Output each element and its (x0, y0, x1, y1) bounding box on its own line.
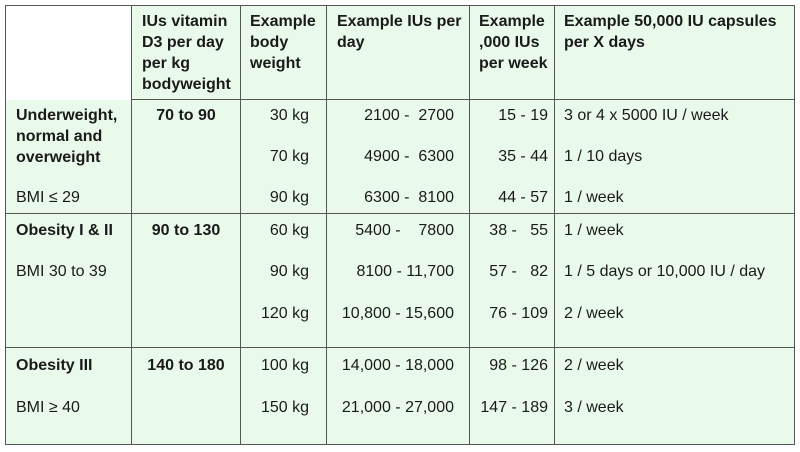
row-weight: 150 kg (260, 399, 309, 416)
table-header-row: IUs vitamin D3 per day per kg bodyweight Ex… (6, 5, 794, 100)
row-weight: 70 kg (269, 148, 309, 165)
row-per-week: 147 - 189 (480, 399, 548, 416)
header-ius-per-day: Example IUs per day (337, 13, 462, 51)
column-divider (326, 5, 327, 444)
row-weight: 30 kg (269, 107, 309, 124)
row-ius-per-day: 4900 - 6300 (364, 148, 454, 165)
column-divider (131, 5, 132, 444)
row-capsules: 2 / week (564, 357, 624, 374)
row-per-week: 98 - 126 (489, 357, 548, 374)
row-capsules: 1 / week (564, 189, 624, 206)
group-label-obesity-3: Obesity III (16, 357, 93, 374)
row-capsules: 1 / 5 days or 10,000 IU / day (564, 263, 766, 280)
header-empty-cell (6, 6, 131, 100)
row-ius-per-day: 21,000 - 27,000 (341, 399, 454, 416)
row-ius-per-day: 5400 - 7800 (355, 222, 454, 239)
row-per-week: 38 - 55 (489, 222, 548, 239)
row-capsules: 3 / week (564, 399, 624, 416)
header-body-weight: Example body weight (250, 13, 316, 72)
group-bmi: BMI ≥ 40 (16, 399, 80, 416)
group-divider (6, 213, 794, 214)
header-thousand-ius-per-week: Example ,000 IUs per week (479, 13, 548, 72)
row-capsules: 2 / week (564, 305, 624, 322)
row-per-week: 44 - 57 (498, 189, 548, 206)
group-bmi: BMI ≤ 29 (16, 189, 80, 206)
row-ius-per-day: 14,000 - 18,000 (341, 357, 454, 374)
group-ius-per-kg: 70 to 90 (156, 107, 216, 124)
row-weight: 60 kg (269, 222, 309, 239)
row-weight: 100 kg (260, 357, 309, 374)
row-per-week: 76 - 109 (489, 305, 548, 322)
row-weight: 120 kg (260, 305, 309, 322)
group-divider (6, 347, 794, 348)
header-capsules: Example 50,000 IU capsules per X days (564, 13, 777, 51)
vitamin-d-dosage-table: IUs vitamin D3 per day per kg bodyweight Ex… (5, 5, 795, 445)
column-divider (554, 5, 555, 444)
group-label-obesity-1-2: Obesity I & II (16, 222, 113, 239)
row-per-week: 15 - 19 (498, 107, 548, 124)
group-label-underweight: Underweight, normal and overweight (16, 107, 118, 166)
row-per-week: 57 - 82 (489, 263, 548, 280)
row-weight: 90 kg (269, 263, 309, 280)
row-capsules: 1 / 10 days (564, 148, 643, 165)
row-capsules: 1 / week (564, 222, 624, 239)
header-ius-per-kg: IUs vitamin D3 per day per kg bodyweight (142, 13, 231, 93)
group-ius-per-kg: 90 to 130 (151, 222, 221, 239)
group-ius-per-kg: 140 to 180 (147, 357, 225, 374)
group-bmi: BMI 30 to 39 (16, 263, 107, 280)
row-per-week: 35 - 44 (498, 148, 548, 165)
row-weight: 90 kg (269, 189, 309, 206)
column-divider (240, 5, 241, 444)
row-ius-per-day: 10,800 - 15,600 (341, 305, 454, 322)
column-divider (469, 5, 470, 444)
row-ius-per-day: 2100 - 2700 (364, 107, 454, 124)
row-capsules: 3 or 4 x 5000 IU / week (564, 107, 729, 124)
row-ius-per-day: 8100 - 11,700 (356, 263, 454, 280)
row-ius-per-day: 6300 - 8100 (364, 189, 454, 206)
